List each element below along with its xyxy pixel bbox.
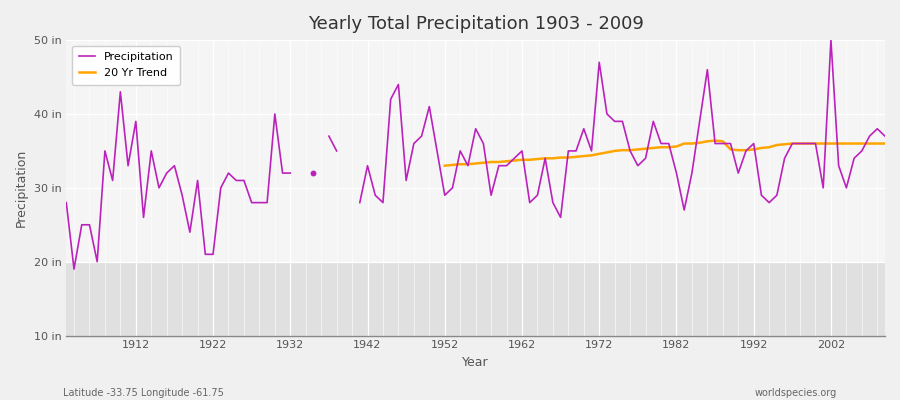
Text: worldspecies.org: worldspecies.org (755, 388, 837, 398)
Bar (67, 262, 885, 336)
Legend: Precipitation, 20 Yr Trend: Precipitation, 20 Yr Trend (72, 46, 181, 85)
Y-axis label: Precipitation: Precipitation (15, 149, 28, 227)
Title: Yearly Total Precipitation 1903 - 2009: Yearly Total Precipitation 1903 - 2009 (308, 15, 644, 33)
X-axis label: Year: Year (463, 356, 489, 369)
Text: Latitude -33.75 Longitude -61.75: Latitude -33.75 Longitude -61.75 (63, 388, 224, 398)
